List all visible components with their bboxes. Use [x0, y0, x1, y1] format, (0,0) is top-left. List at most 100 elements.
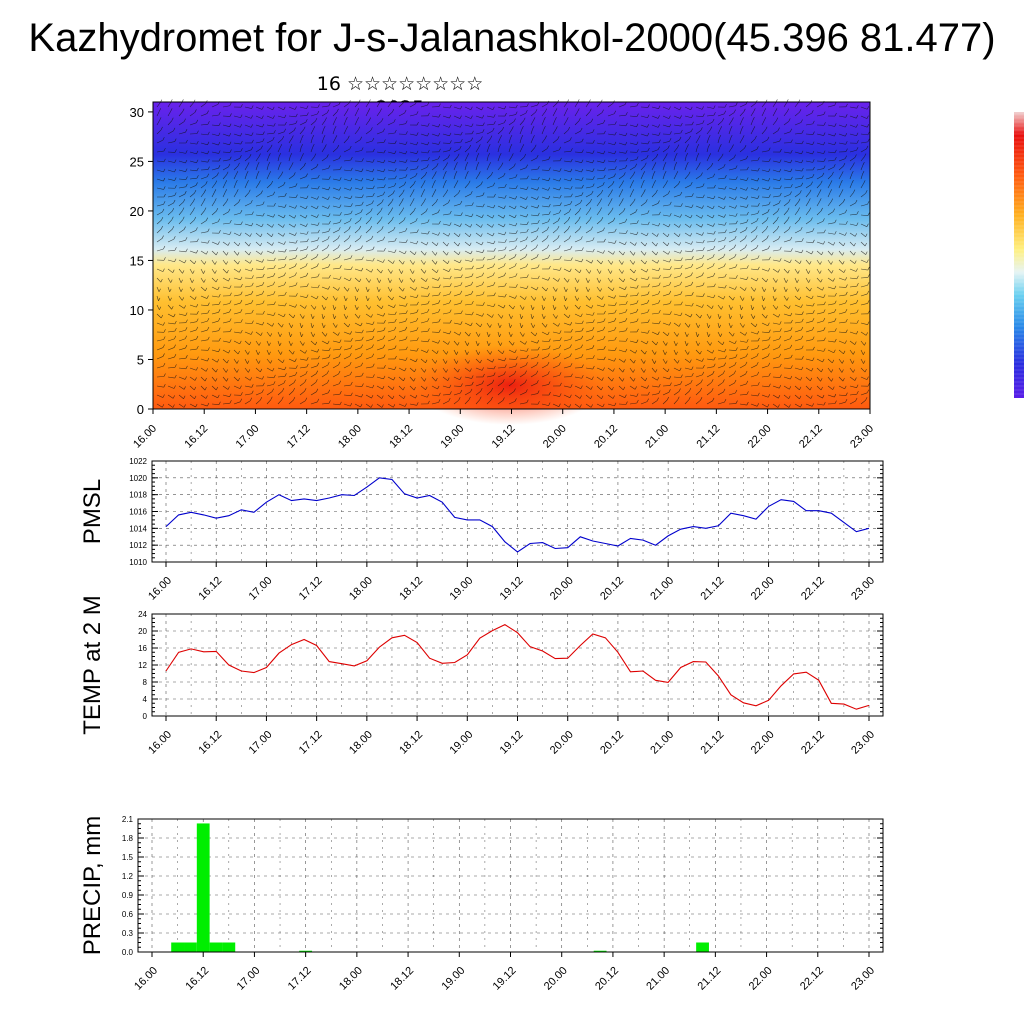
wind-barb-flag [655, 242, 658, 247]
wind-barb-flag [636, 300, 639, 304]
wind-barb-flag [668, 322, 672, 326]
wind-barb-flag [401, 279, 404, 283]
wind-barb [200, 201, 204, 207]
wind-barb [277, 131, 285, 135]
wind-barb-flag [778, 314, 781, 318]
wind-barb [783, 304, 789, 309]
wind-barb-flag [603, 356, 606, 360]
wind-barb-flag [515, 237, 518, 242]
wind-barb-flag [350, 210, 353, 214]
wind-barb [420, 250, 426, 256]
wind-barb-flag [458, 251, 461, 255]
wind-barb-flag [237, 252, 240, 256]
wind-barb [486, 358, 493, 363]
wind-barb [508, 205, 515, 210]
wind-barb-flag [159, 306, 162, 310]
wind-barb [266, 384, 274, 387]
wind-barb [497, 265, 504, 270]
wind-barb [233, 268, 240, 273]
wind-barb-flag [866, 145, 869, 150]
wind-barb [288, 138, 293, 144]
wind-barb-flag [380, 207, 383, 211]
wind-barb-flag [501, 126, 505, 131]
wind-barb [255, 232, 261, 238]
wind-barb [530, 129, 533, 135]
wind-barb [211, 142, 219, 146]
wind-barb-flag [578, 117, 581, 122]
wind-barb-flag [592, 248, 595, 253]
wind-barb-flag [709, 315, 712, 319]
wind-barb [475, 383, 483, 387]
panel-ytick-label: 20 [138, 627, 147, 636]
wind-barb [244, 376, 251, 381]
wind-barb [431, 349, 437, 354]
wind-barb-flag [471, 281, 474, 285]
wind-barb-flag [834, 112, 837, 117]
wind-barb-flag [810, 181, 813, 185]
wind-barb [717, 304, 722, 310]
wind-barb [761, 169, 769, 173]
wind-barb [266, 174, 270, 180]
wind-barb [178, 121, 185, 126]
wind-barb-flag [229, 123, 232, 127]
wind-barb [728, 214, 736, 217]
wind-barb-flag [493, 114, 496, 118]
wind-barb [607, 183, 613, 189]
wind-barb-flag [667, 233, 670, 237]
wind-barb-flag [853, 189, 856, 193]
wind-barb-flag [856, 275, 859, 279]
wind-barb-flag [240, 299, 243, 304]
wind-barb-flag [790, 327, 793, 331]
wind-barb-flag [665, 360, 668, 364]
wind-barb-flag [482, 129, 485, 133]
wind-barb [739, 340, 747, 343]
wind-barb [618, 114, 626, 117]
wind-barb-flag [819, 261, 822, 265]
wind-barb-flag [521, 126, 524, 130]
wind-barb-flag [746, 276, 749, 280]
wind-barb-flag [723, 253, 726, 258]
wind-barb-flag [312, 315, 315, 319]
wind-barb-flag [283, 241, 286, 245]
wind-barb-flag [194, 260, 197, 265]
wind-barb [288, 147, 291, 153]
wind-barb-flag [633, 171, 636, 175]
wind-barb-flag [678, 180, 681, 185]
wind-barb [288, 214, 295, 219]
panel-xtick-label: 20.00 [548, 729, 576, 757]
wind-barb [156, 365, 164, 369]
wind-barb [728, 147, 733, 153]
wind-barb-flag [394, 318, 397, 323]
wind-barb-flag [523, 117, 526, 121]
wind-barb-flag [207, 326, 210, 331]
wind-barb [739, 331, 746, 336]
wind-barb-flag [591, 190, 594, 195]
wind-barb-flag [865, 397, 868, 401]
wind-barb [343, 129, 347, 135]
wind-barb [156, 403, 163, 408]
wind-barb [761, 295, 764, 301]
wind-barb-flag [526, 175, 529, 179]
wind-barb-flag [785, 288, 788, 292]
wind-barb-flag [823, 301, 826, 305]
wind-barb-flag [405, 346, 408, 350]
wind-barb [486, 115, 494, 118]
wind-barb-flag [427, 338, 430, 342]
wind-barb-flag [834, 338, 837, 343]
wind-barb-flag [511, 153, 514, 157]
panel-xtick-label: 18.00 [347, 575, 375, 603]
wind-barb-flag [578, 306, 581, 310]
wind-barb-flag [163, 201, 166, 205]
wind-barb [629, 376, 634, 382]
wind-barb-flag [481, 313, 484, 317]
wind-barb-flag [796, 279, 799, 283]
wind-barb [299, 275, 307, 279]
wind-barb-flag [790, 365, 793, 369]
wind-barb [277, 138, 283, 144]
wind-barb-flag [691, 248, 694, 252]
panel-ytick-label: 1014 [129, 524, 147, 533]
wind-barb [805, 160, 813, 163]
wind-barb-flag [712, 223, 715, 227]
wind-barb-flag [788, 199, 791, 203]
wind-barb-flag [281, 324, 284, 328]
